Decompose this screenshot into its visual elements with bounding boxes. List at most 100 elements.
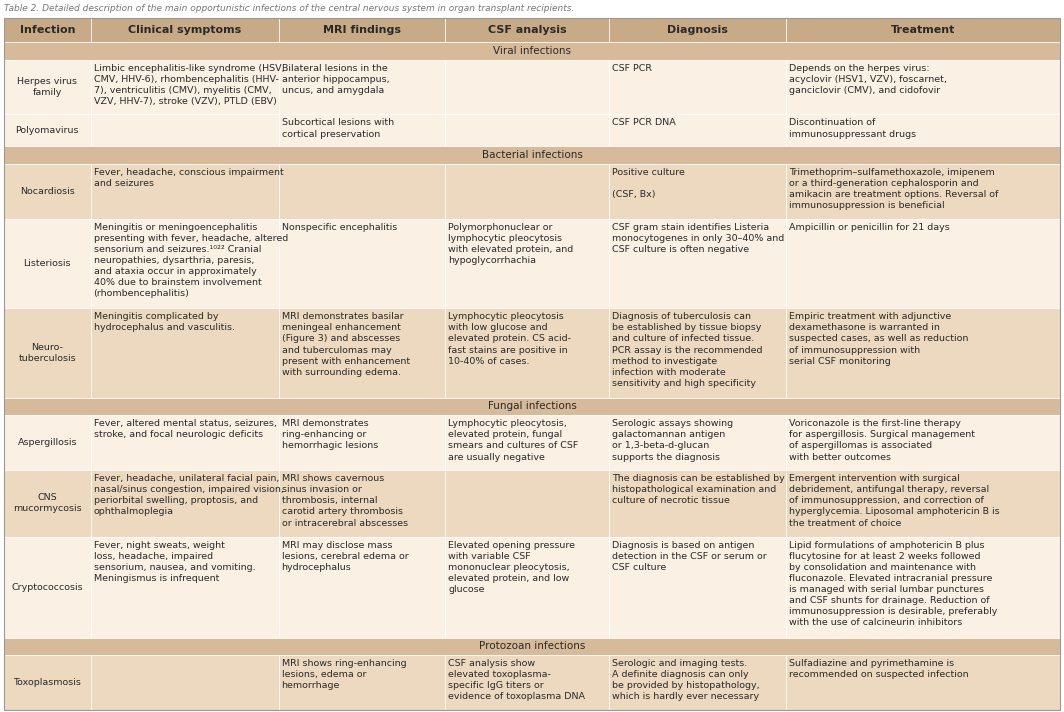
Text: Meningitis or meningoencephalitis
presenting with fever, headache, altered
senso: Meningitis or meningoencephalitis presen… — [94, 223, 288, 298]
Bar — [609, 18, 786, 42]
Bar — [90, 60, 279, 115]
Bar — [4, 60, 90, 115]
Text: Meningitis complicated by
hydrocephalus and vasculitis.: Meningitis complicated by hydrocephalus … — [94, 313, 234, 333]
Text: Treatment: Treatment — [891, 25, 955, 35]
Text: Infection: Infection — [19, 25, 76, 35]
Text: Lymphocytic pleocytosis
with low glucose and
elevated protein. CS acid-
fast sta: Lymphocytic pleocytosis with low glucose… — [448, 313, 571, 366]
Text: Cryptococcosis: Cryptococcosis — [12, 582, 83, 592]
Text: CSF analysis: CSF analysis — [488, 25, 566, 35]
Bar — [4, 146, 1060, 164]
Bar — [279, 470, 446, 537]
Bar — [279, 537, 446, 637]
Bar — [446, 60, 609, 115]
Text: Ampicillin or penicillin for 21 days: Ampicillin or penicillin for 21 days — [789, 223, 950, 231]
Bar — [90, 308, 279, 398]
Text: CSF gram stain identifies Listeria
monocytogenes in only 30–40% and
CSF culture : CSF gram stain identifies Listeria monoc… — [612, 223, 784, 254]
Text: Clinical symptoms: Clinical symptoms — [128, 25, 242, 35]
Bar — [279, 308, 446, 398]
Text: Elevated opening pressure
with variable CSF
mononuclear pleocytosis,
elevated pr: Elevated opening pressure with variable … — [448, 540, 576, 594]
Text: CSF PCR DNA: CSF PCR DNA — [612, 118, 676, 127]
Bar — [609, 415, 786, 470]
Bar — [279, 655, 446, 710]
Text: Table 2. Detailed description of the main opportunistic infections of the centra: Table 2. Detailed description of the mai… — [4, 4, 575, 13]
Bar — [609, 115, 786, 146]
Text: Empiric treatment with adjunctive
dexamethasone is warranted in
suspected cases,: Empiric treatment with adjunctive dexame… — [789, 313, 969, 366]
Bar — [279, 415, 446, 470]
Text: Serologic assays showing
galactomannan antigen
or 1,3-beta-d-glucan
supports the: Serologic assays showing galactomannan a… — [612, 419, 733, 461]
Text: Diagnosis of tuberculosis can
be established by tissue biopsy
and culture of inf: Diagnosis of tuberculosis can be establi… — [612, 313, 763, 388]
Text: Fever, night sweats, weight
loss, headache, impaired
sensorium, nausea, and vomi: Fever, night sweats, weight loss, headac… — [94, 540, 255, 583]
Bar — [786, 470, 1060, 537]
Text: Nonspecific encephalitis: Nonspecific encephalitis — [282, 223, 397, 231]
Bar — [4, 470, 90, 537]
Bar — [90, 470, 279, 537]
Bar — [4, 115, 90, 146]
Bar — [446, 537, 609, 637]
Text: Subcortical lesions with
cortical preservation: Subcortical lesions with cortical preser… — [282, 118, 394, 139]
Text: Fever, headache, conscious impairment
and seizures: Fever, headache, conscious impairment an… — [94, 168, 283, 188]
Bar — [90, 164, 279, 219]
Bar — [90, 18, 279, 42]
Bar — [4, 537, 90, 637]
Bar — [786, 655, 1060, 710]
Text: MRI may disclose mass
lesions, cerebral edema or
hydrocephalus: MRI may disclose mass lesions, cerebral … — [282, 540, 409, 572]
Bar — [446, 219, 609, 308]
Bar — [90, 537, 279, 637]
Text: Listeriosis: Listeriosis — [23, 259, 71, 268]
Bar — [4, 655, 90, 710]
Text: Diagnosis is based on antigen
detection in the CSF or serum or
CSF culture: Diagnosis is based on antigen detection … — [612, 540, 767, 572]
Text: MRI demonstrates
ring-enhancing or
hemorrhagic lesions: MRI demonstrates ring-enhancing or hemor… — [282, 419, 378, 451]
Text: MRI shows ring-enhancing
lesions, edema or
hemorrhage: MRI shows ring-enhancing lesions, edema … — [282, 659, 406, 691]
Bar — [4, 42, 1060, 60]
Bar — [446, 470, 609, 537]
Text: Limbic encephalitis-like syndrome (HSV,
CMV, HHV-6), rhombencephalitis (HHV-
7),: Limbic encephalitis-like syndrome (HSV, … — [94, 63, 284, 106]
Bar — [4, 164, 90, 219]
Bar — [609, 308, 786, 398]
Bar — [786, 115, 1060, 146]
Bar — [609, 219, 786, 308]
Bar — [90, 219, 279, 308]
Text: Bacterial infections: Bacterial infections — [482, 150, 582, 160]
Bar — [4, 415, 90, 470]
Text: Depends on the herpes virus:
acyclovir (HSV1, VZV), foscarnet,
ganciclovir (CMV): Depends on the herpes virus: acyclovir (… — [789, 63, 947, 95]
Text: Lymphocytic pleocytosis,
elevated protein, fungal
smears and cultures of CSF
are: Lymphocytic pleocytosis, elevated protei… — [448, 419, 579, 461]
Text: Herpes virus
family: Herpes virus family — [17, 77, 78, 97]
Bar — [4, 308, 90, 398]
Text: Toxoplasmosis: Toxoplasmosis — [14, 678, 81, 687]
Text: CSF PCR: CSF PCR — [612, 63, 652, 73]
Text: Bilateral lesions in the
anterior hippocampus,
uncus, and amygdala: Bilateral lesions in the anterior hippoc… — [282, 63, 389, 95]
Bar — [279, 219, 446, 308]
Bar — [786, 60, 1060, 115]
Text: Positive culture

(CSF, Bx): Positive culture (CSF, Bx) — [612, 168, 685, 199]
Bar — [279, 18, 446, 42]
Text: The diagnosis can be established by
histopathological examination and
culture of: The diagnosis can be established by hist… — [612, 474, 785, 506]
Bar — [446, 415, 609, 470]
Text: CNS
mucormycosis: CNS mucormycosis — [13, 493, 82, 513]
Text: Neuro-
tuberculosis: Neuro- tuberculosis — [18, 343, 77, 363]
Text: Nocardiosis: Nocardiosis — [20, 187, 74, 196]
Text: Fever, headache, unilateral facial pain,
nasal/sinus congestion, impaired vision: Fever, headache, unilateral facial pain,… — [94, 474, 283, 516]
Bar — [90, 115, 279, 146]
Text: Polymorphonuclear or
lymphocytic pleocytosis
with elevated protein, and
hypoglyc: Polymorphonuclear or lymphocytic pleocyt… — [448, 223, 573, 265]
Bar — [279, 60, 446, 115]
Bar — [446, 164, 609, 219]
Text: Emergent intervention with surgical
debridement, antifungal therapy, reversal
of: Emergent intervention with surgical debr… — [789, 474, 1000, 528]
Bar — [446, 308, 609, 398]
Bar — [279, 164, 446, 219]
Text: Lipid formulations of amphotericin B plus
flucytosine for at least 2 weeks follo: Lipid formulations of amphotericin B plu… — [789, 540, 998, 627]
Bar — [786, 164, 1060, 219]
Text: Polyomavirus: Polyomavirus — [16, 126, 79, 135]
Bar — [609, 655, 786, 710]
Bar — [4, 219, 90, 308]
Bar — [609, 60, 786, 115]
Text: Aspergillosis: Aspergillosis — [17, 438, 77, 447]
Bar — [4, 18, 90, 42]
Bar — [446, 655, 609, 710]
Text: Protozoan infections: Protozoan infections — [479, 642, 585, 651]
Text: MRI findings: MRI findings — [323, 25, 401, 35]
Text: Voriconazole is the first-line therapy
for aspergillosis. Surgical management
of: Voriconazole is the first-line therapy f… — [789, 419, 976, 461]
Bar — [609, 537, 786, 637]
Text: Fever, altered mental status, seizures,
stroke, and focal neurologic deficits: Fever, altered mental status, seizures, … — [94, 419, 277, 439]
Bar — [786, 18, 1060, 42]
Bar — [786, 219, 1060, 308]
